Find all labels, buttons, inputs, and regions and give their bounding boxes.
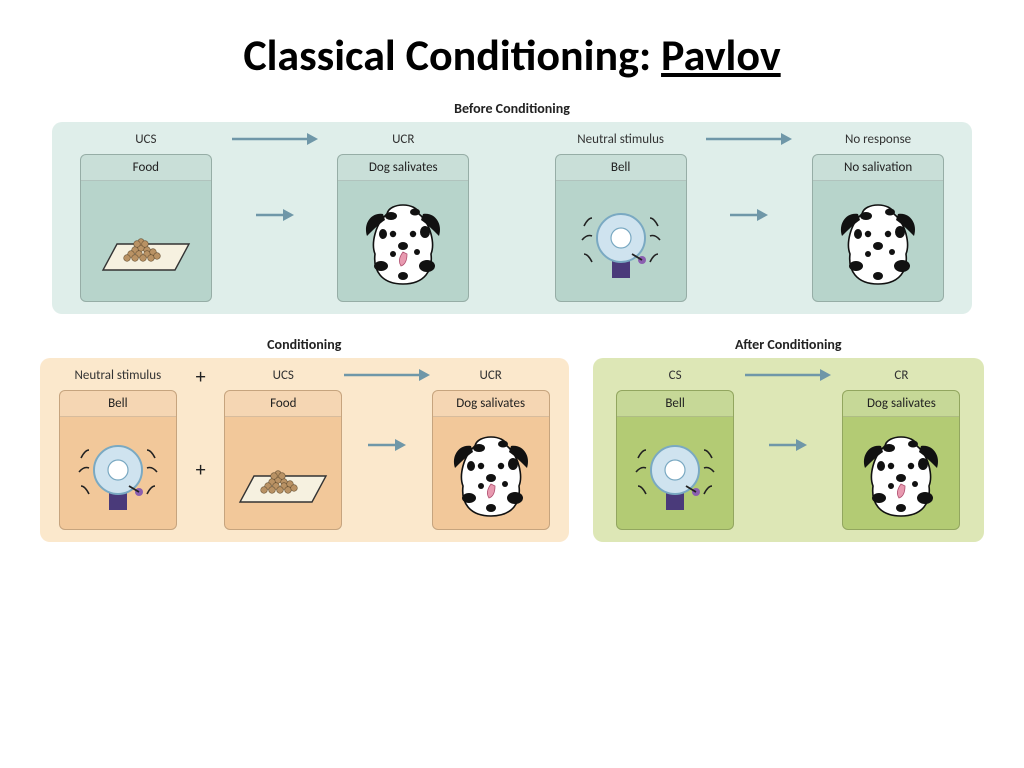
food-card: Food	[80, 154, 212, 302]
dog-icon	[813, 181, 943, 301]
noresp-label: No response	[845, 132, 911, 150]
arrow-neutral-noresp	[714, 132, 784, 222]
after-dog-card: Dog salivates	[842, 390, 960, 530]
bell-card: Bell	[555, 154, 687, 302]
bell-icon	[556, 181, 686, 301]
plus-icon: +	[196, 368, 206, 386]
after-title: After Conditioning	[593, 336, 984, 353]
arrow-ucs-ucr	[240, 132, 310, 222]
conditioning-panel: Neutral stimulus Bell + + UCS Food	[40, 358, 569, 542]
after-bell-card: Bell	[616, 390, 734, 530]
arrow-cs-cr	[753, 368, 823, 452]
no-salivation-card: No salivation	[812, 154, 944, 302]
conditioning-title: Conditioning	[40, 336, 569, 353]
title-prefix: Classical Conditioning:	[243, 28, 661, 82]
page-title: Classical Conditioning: Pavlov	[0, 0, 1024, 100]
ucs-label: UCS	[135, 132, 156, 150]
food-icon	[81, 181, 211, 301]
cond-ucr-label: UCR	[479, 368, 501, 386]
bell-icon	[617, 417, 733, 529]
food-icon	[225, 417, 341, 529]
cond-bell-card: Bell	[59, 390, 177, 530]
cr-label: CR	[894, 368, 908, 386]
dog-tongue-icon	[338, 181, 468, 301]
plus-icon: +	[187, 458, 215, 482]
cond-ucs-label: UCS	[273, 368, 294, 386]
cond-dog-card: Dog salivates	[432, 390, 550, 530]
dog-tongue-icon	[843, 417, 959, 529]
before-title: Before Conditioning	[52, 100, 972, 117]
bell-card-label: Bell	[556, 155, 686, 181]
food-card-label: Food	[81, 155, 211, 181]
dog-tongue-icon	[433, 417, 549, 529]
cs-label: CS	[669, 368, 682, 386]
bell-icon	[60, 417, 176, 529]
ucr-label: UCR	[392, 132, 414, 150]
neutral-label: Neutral stimulus	[577, 132, 664, 150]
after-panel: CS Bell CR	[593, 358, 984, 542]
title-underlined: Pavlov	[661, 28, 781, 82]
cond-food-card: Food	[224, 390, 342, 530]
dog-salivates-card: Dog salivates	[337, 154, 469, 302]
before-panel: UCS Food UCR Dog salivates	[52, 122, 972, 314]
no-salivation-label: No salivation	[813, 155, 943, 181]
cond-neutral-label: Neutral stimulus	[74, 368, 161, 386]
arrow-cond-ucr	[352, 368, 422, 452]
dog-salivates-label: Dog salivates	[338, 155, 468, 181]
